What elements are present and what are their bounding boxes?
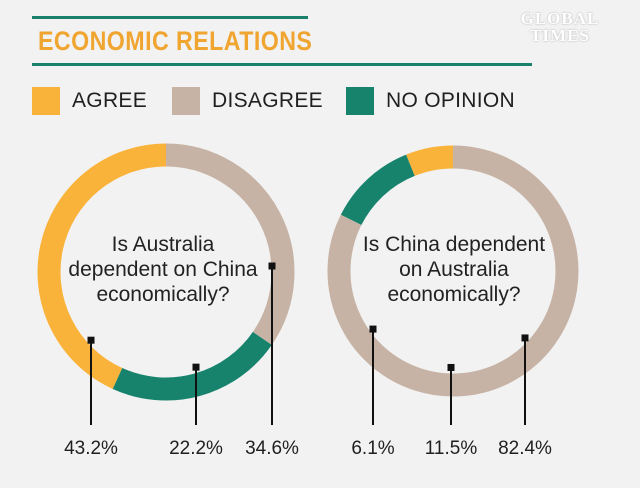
legend-item-no-opinion: NO OPINION (346, 86, 515, 116)
legend-swatch-disagree (172, 87, 200, 115)
donut-2-label-agree: 6.1% (351, 438, 395, 459)
donut-2-question-line-3: economically? (387, 283, 521, 306)
donut-2-segment-no-opinion (340, 154, 415, 226)
legend-label-agree: AGREE (72, 89, 148, 112)
legend-label-no-opinion: NO OPINION (386, 89, 516, 112)
donut-2-label-no-opinion: 11.5% (424, 438, 478, 459)
donut-1-marker-no-opinion (192, 363, 200, 371)
donut-1-marker-disagree (268, 262, 276, 270)
legend-swatch-agree (32, 87, 60, 115)
donut-1-question-line-2: dependent on China (68, 258, 258, 281)
donut-2-segment-agree (406, 145, 454, 177)
legend-item-disagree: DISAGREE (172, 86, 323, 116)
donut-1-question: Is Australia dependent on China economic… (68, 232, 258, 307)
donut-1-segment-agree (37, 143, 167, 389)
donut-1-marker-agree (87, 336, 95, 344)
chart-title: ECONOMIC RELATIONS (38, 26, 313, 56)
donut-1-question-line-1: Is Australia (111, 233, 215, 256)
legend-item-agree: AGREE (32, 86, 147, 116)
legend-swatch-no-opinion (346, 87, 374, 115)
logo-line-1: GLOBAL (520, 9, 600, 28)
global-times-logo: GLOBAL TIMES (514, 10, 606, 44)
donut-2-question-line-1: Is China dependent (362, 233, 546, 256)
donut-2-label-disagree: 82.4% (498, 438, 552, 459)
donut-1-segment-no-opinion (112, 331, 272, 401)
donut-2-marker-disagree (521, 334, 529, 342)
legend-label-disagree: DISAGREE (212, 89, 323, 112)
logo-line-2: TIMES (530, 26, 590, 45)
donut-1-label-agree: 43.2% (64, 438, 118, 459)
donut-1-question-line-3: economically? (96, 283, 230, 306)
donut-1-label-disagree: 34.6% (245, 438, 299, 459)
header-top-rule (32, 16, 308, 19)
donut-2-question: Is China dependent on Australia economic… (359, 232, 549, 307)
donut-2-marker-no-opinion (447, 363, 455, 371)
donut-2-marker-agree (369, 325, 377, 333)
donut-2-segment-disagree (327, 145, 579, 397)
donut-1-label-no-opinion: 22.2% (169, 438, 223, 459)
donut-2-question-line-2: on Australia (399, 258, 509, 281)
header-bottom-rule (32, 63, 532, 66)
donut-1-segment-disagree (165, 143, 295, 345)
